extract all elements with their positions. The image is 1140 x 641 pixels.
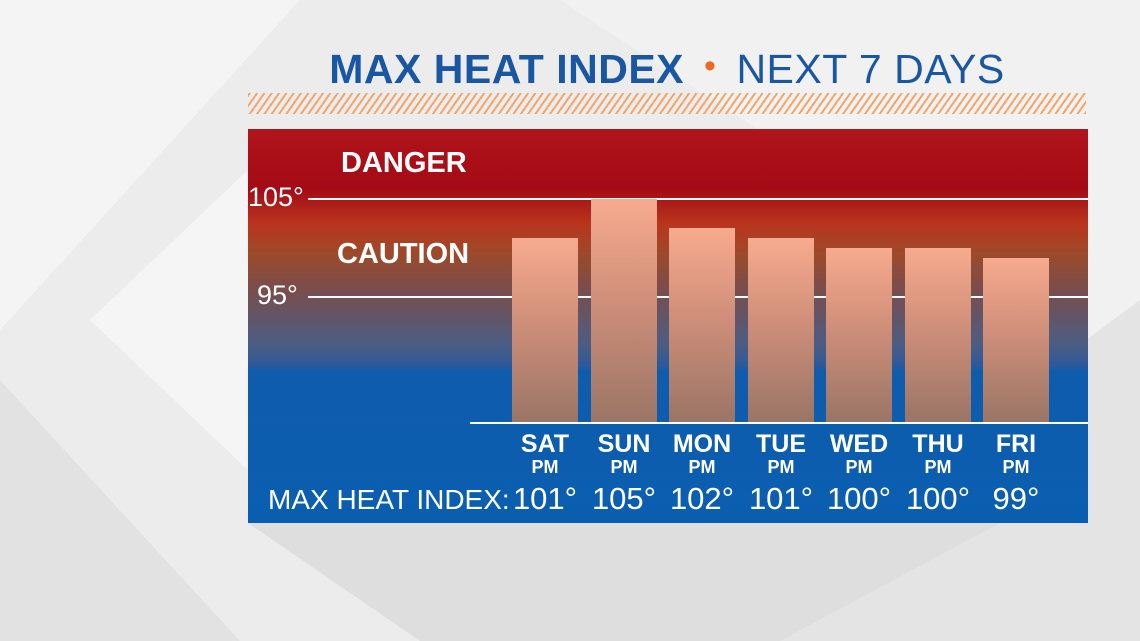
day-period: PM bbox=[845, 457, 873, 477]
bar-mon bbox=[669, 228, 735, 422]
day-label-mon: MON PM bbox=[662, 430, 742, 477]
value-label-fri: 99° bbox=[992, 481, 1040, 516]
chart-title: MAX HEAT INDEX • NEXT 7 DAYS bbox=[248, 42, 1086, 96]
bar-wed bbox=[826, 248, 892, 422]
day-name: TUE bbox=[756, 430, 806, 458]
chart-baseline bbox=[470, 422, 1088, 424]
reference-line-105 bbox=[308, 198, 1088, 200]
title-main: MAX HEAT INDEX bbox=[329, 45, 685, 92]
day-label-fri: FRI PM bbox=[976, 430, 1056, 477]
title-sub: NEXT 7 DAYS bbox=[736, 45, 1005, 92]
day-name: MON bbox=[672, 430, 732, 458]
day-period: PM bbox=[610, 457, 638, 477]
caution-zone-label: CAUTION bbox=[337, 238, 470, 270]
value-label-tue: 101° bbox=[748, 481, 814, 516]
bar-sat bbox=[512, 238, 578, 422]
day-label-thu: THU PM bbox=[898, 430, 978, 477]
reference-label-105: 105° bbox=[248, 182, 304, 212]
value-label-sun: 105° bbox=[591, 481, 657, 516]
bar-sun bbox=[591, 199, 657, 422]
day-period: PM bbox=[688, 457, 716, 477]
day-name: FRI bbox=[995, 430, 1037, 458]
day-period: PM bbox=[924, 457, 952, 477]
day-period: PM bbox=[531, 457, 559, 477]
title-hatch-stripe bbox=[248, 93, 1086, 114]
danger-zone-label: DANGER bbox=[341, 147, 467, 179]
bar-thu bbox=[905, 248, 971, 422]
day-label-wed: WED PM bbox=[819, 430, 899, 477]
day-name: THU bbox=[912, 430, 964, 458]
day-label-sat: SAT PM bbox=[505, 430, 585, 477]
value-label-thu: 100° bbox=[905, 481, 971, 516]
day-period: PM bbox=[1002, 457, 1030, 477]
max-heat-index-row-label: MAX HEAT INDEX: bbox=[268, 484, 510, 515]
day-name: SUN bbox=[597, 430, 651, 458]
bar-tue bbox=[748, 238, 814, 422]
day-name: SAT bbox=[520, 430, 570, 458]
bar-fri bbox=[983, 258, 1049, 422]
day-period: PM bbox=[767, 457, 795, 477]
reference-label-95: 95° bbox=[257, 280, 298, 310]
value-label-mon: 102° bbox=[669, 481, 735, 516]
value-label-sat: 101° bbox=[512, 481, 578, 516]
day-label-sun: SUN PM bbox=[584, 430, 664, 477]
day-name: WED bbox=[829, 430, 889, 458]
title-separator-dot: • bbox=[704, 46, 717, 85]
day-label-tue: TUE PM bbox=[741, 430, 821, 477]
value-label-wed: 100° bbox=[826, 481, 892, 516]
